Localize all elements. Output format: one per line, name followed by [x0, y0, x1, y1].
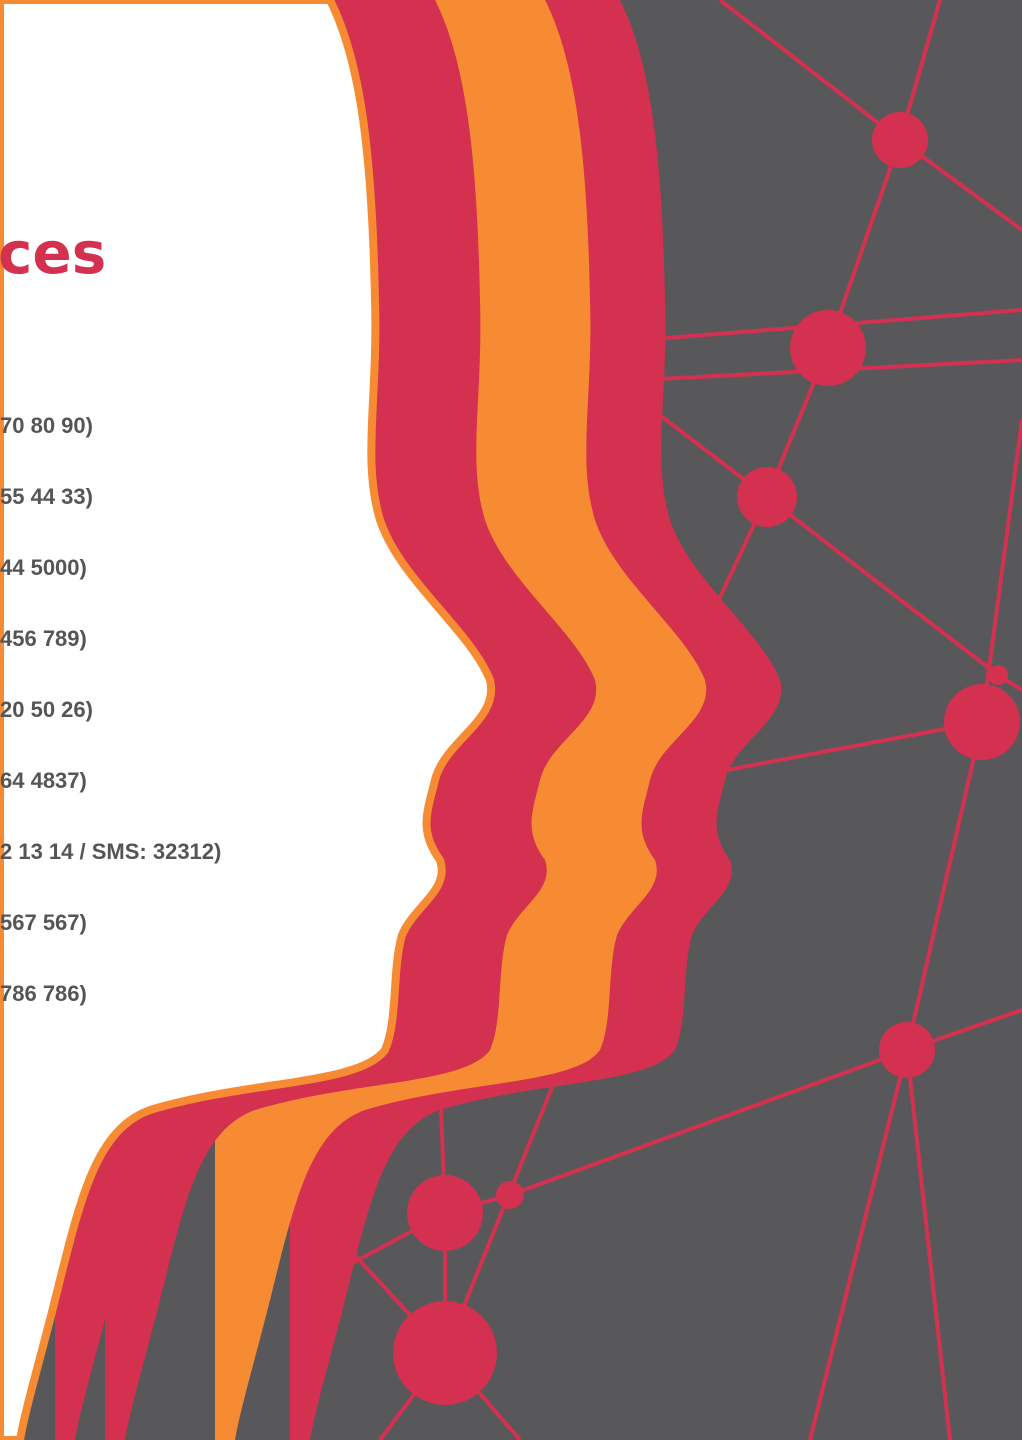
item: 20 50 26) [0, 697, 93, 722]
item: 786 786) [0, 981, 87, 1006]
network-nodes [393, 112, 1020, 1405]
item: 456 789) [0, 626, 87, 651]
item: 2 13 14 / SMS: 32312) [0, 839, 221, 864]
item: 64 4837) [0, 768, 87, 793]
title: ces [0, 219, 106, 287]
item: 567 567) [0, 910, 87, 935]
item: 70 80 90) [0, 413, 93, 438]
item: 44 5000) [0, 555, 87, 580]
item: 55 44 33) [0, 484, 93, 509]
item-list: 70 80 90) 55 44 33) 44 5000) 456 789) 20 50 … [0, 413, 221, 1006]
